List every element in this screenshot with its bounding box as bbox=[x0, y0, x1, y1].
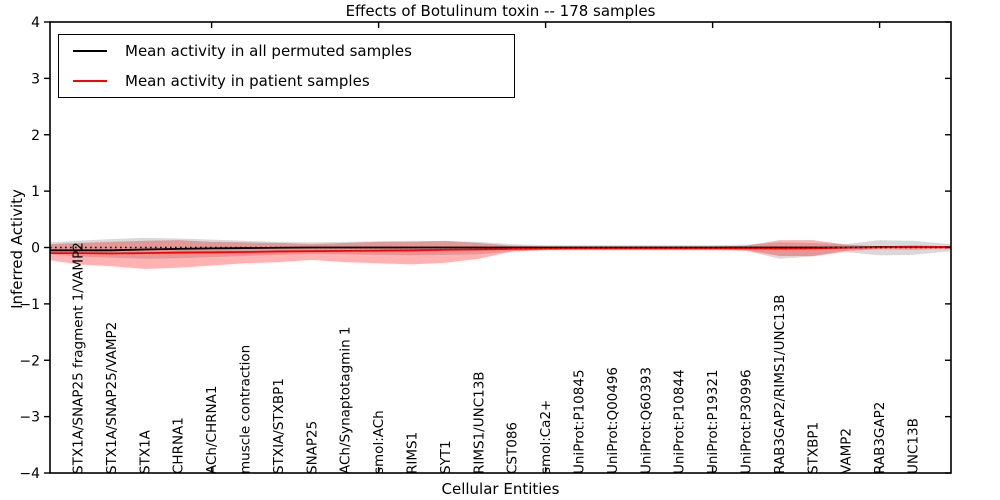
y-tick-label: 4 bbox=[31, 15, 40, 31]
x-tick-label: CST086 bbox=[505, 422, 521, 474]
x-tick-label: STX1A/SNAP25/VAMP2 bbox=[104, 322, 120, 474]
x-tick-label: VAMP2 bbox=[839, 428, 855, 474]
legend-line-sample-patient bbox=[73, 80, 107, 83]
x-tick-label: smol:Ca2+ bbox=[538, 400, 554, 474]
x-tick-label: UNC13B bbox=[906, 418, 922, 474]
x-tick-label: ACh/CHRNA1 bbox=[204, 386, 220, 474]
legend-entry-permuted: Mean activity in all permuted samples bbox=[59, 36, 514, 66]
x-tick-label: SNAP25 bbox=[304, 421, 320, 474]
x-tick-label: ACh/Synaptotagmin 1 bbox=[338, 326, 354, 474]
legend-label-patient: Mean activity in patient samples bbox=[125, 72, 370, 91]
x-tick-label: STXIA/STXBP1 bbox=[271, 378, 287, 474]
legend-entry-patient: Mean activity in patient samples bbox=[59, 66, 514, 96]
legend-label-permuted: Mean activity in all permuted samples bbox=[125, 41, 412, 60]
x-tick-label: RIMS1 bbox=[405, 432, 421, 474]
y-tick-label: 0 bbox=[31, 241, 40, 257]
x-axis-title: Cellular Entities bbox=[441, 480, 560, 498]
x-tick-label: UniProt:Q60393 bbox=[638, 367, 654, 474]
chart-title: Effects of Botulinum toxin -- 178 sample… bbox=[345, 2, 656, 20]
x-tick-label: RAB3GAP2 bbox=[872, 402, 888, 474]
y-tick-label: 2 bbox=[31, 128, 40, 144]
y-tick-label: −3 bbox=[19, 410, 40, 426]
y-tick-label: −4 bbox=[19, 466, 40, 482]
x-tick-label: SYT1 bbox=[438, 440, 454, 474]
mean-patient-line bbox=[50, 246, 951, 255]
x-tick-label: STXBP1 bbox=[805, 422, 821, 474]
y-tick-label: −1 bbox=[19, 297, 40, 313]
x-tick-label: RAB3GAP2/RIMS1/UNC13B bbox=[772, 295, 788, 474]
x-tick-label: UniProt:P10845 bbox=[572, 369, 588, 474]
x-tick-label: UniProt:P30996 bbox=[739, 369, 755, 474]
legend: Mean activity in all permuted samples Me… bbox=[58, 34, 515, 98]
x-tick-label: UniProt:P10844 bbox=[672, 369, 688, 474]
x-tick-label: RIMS1/UNC13B bbox=[471, 371, 487, 474]
x-tick-label: STX1A bbox=[137, 429, 153, 474]
y-tick-label: 3 bbox=[31, 71, 40, 87]
x-tick-label: CHRNA1 bbox=[171, 417, 187, 474]
x-tick-label: muscle contraction bbox=[238, 345, 254, 474]
x-tick-label: UniProt:Q00496 bbox=[605, 367, 621, 474]
x-tick-label: smol:ACh bbox=[371, 410, 387, 474]
y-axis-title: Inferred Activity bbox=[8, 189, 26, 309]
x-tick-label: STX1A/SNAP25 fragment 1/VAMP2 bbox=[71, 242, 87, 474]
y-tick-label: −2 bbox=[19, 353, 40, 369]
y-tick-label: 1 bbox=[31, 184, 40, 200]
x-tick-label: UniProt:P19321 bbox=[705, 369, 721, 474]
legend-line-sample-permuted bbox=[73, 49, 107, 52]
